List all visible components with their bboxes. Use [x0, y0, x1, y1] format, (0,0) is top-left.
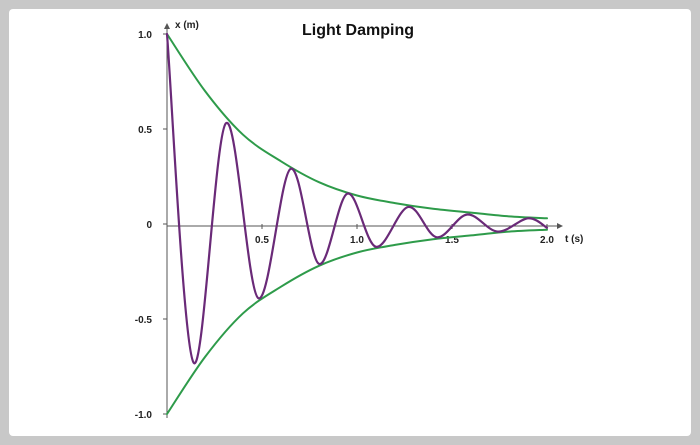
y-tick-label: 1.0 [138, 30, 152, 41]
x-tick-label: 1.5 [445, 235, 459, 246]
x-tick-label: 1.0 [350, 235, 364, 246]
chart-title: Light Damping [302, 22, 414, 39]
y-tick-label: 0.5 [138, 125, 152, 136]
x-tick-label: 2.0 [540, 235, 554, 246]
x-axis-title: t (s) [565, 234, 583, 245]
axis-ticks: 0.5 1.0 1.5 2.0 1.0 0.5 0 -0.5 -1.0 [135, 30, 555, 421]
chart-frame [9, 9, 691, 436]
y-tick-label: -1.0 [135, 410, 153, 421]
lower-envelope-line [166, 228, 548, 415]
series-layer [165, 32, 549, 415]
oscillation-line [165, 32, 549, 364]
upper-envelope-line [166, 33, 548, 220]
x-tick-label: 0.5 [255, 235, 269, 246]
y-tick-label: -0.5 [135, 315, 153, 326]
y-tick-label: 0 [146, 220, 152, 231]
y-axis-title: x (m) [175, 20, 199, 31]
